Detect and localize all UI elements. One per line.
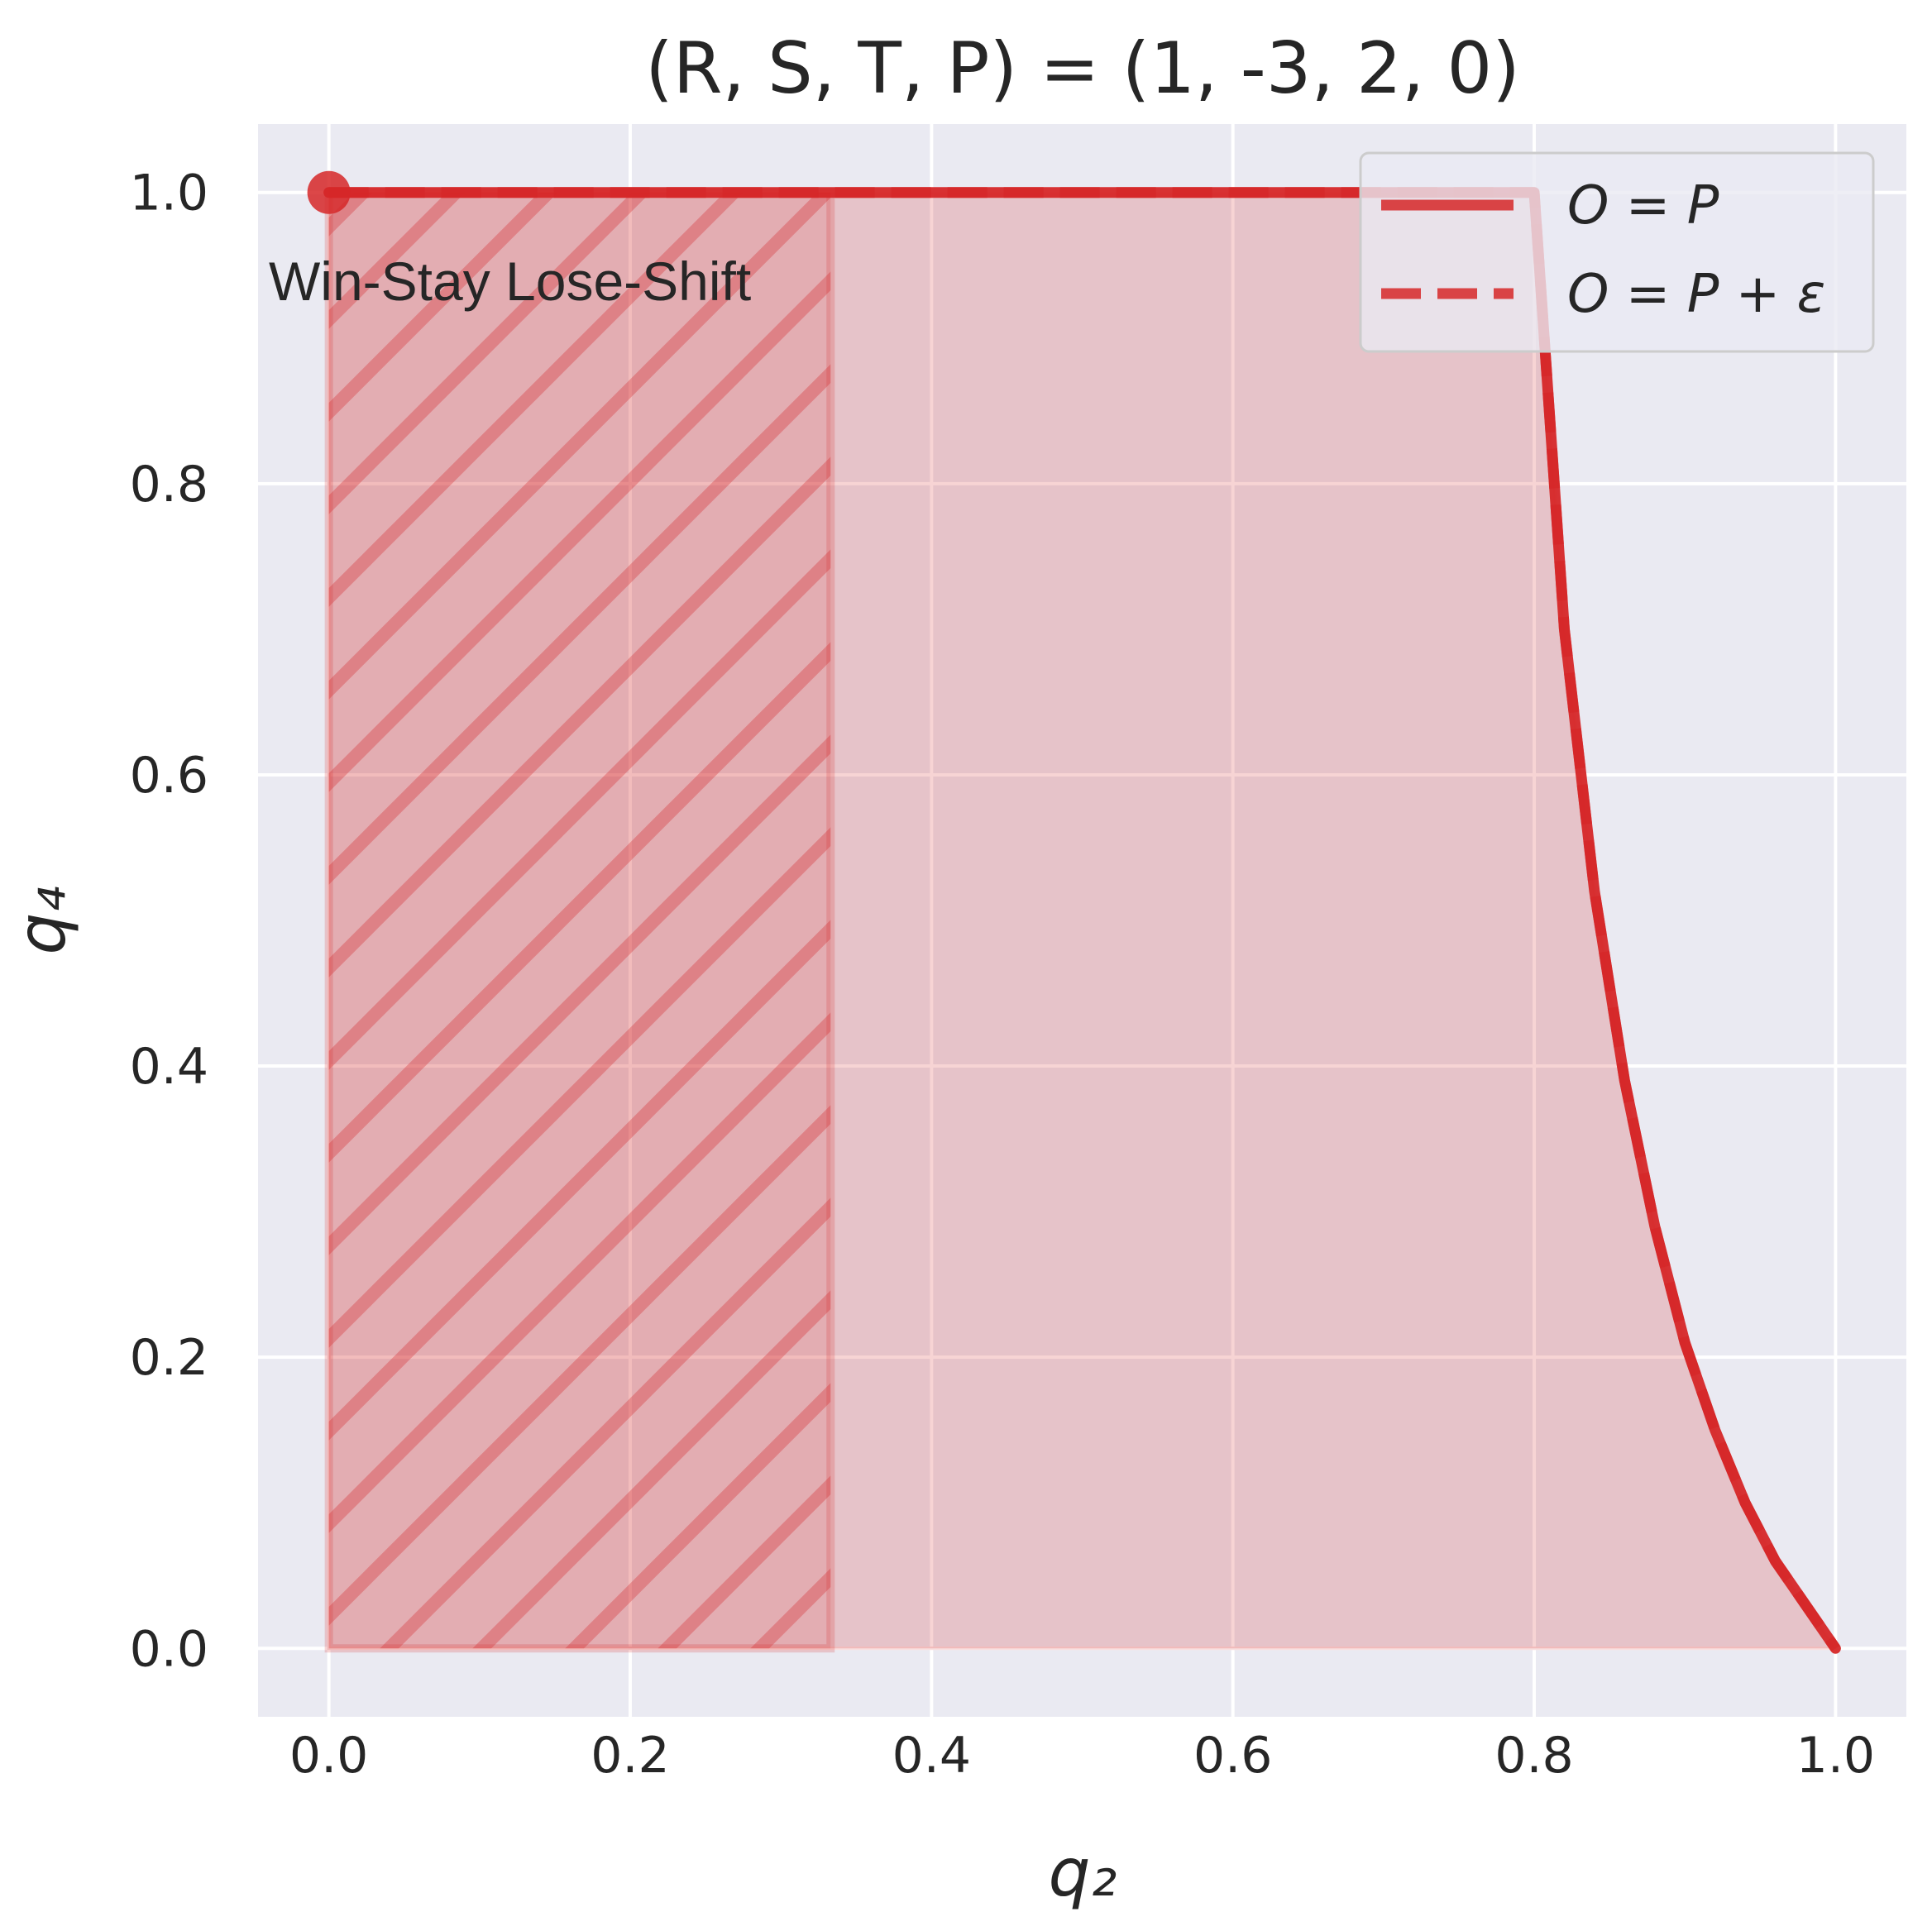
highlight-point: [307, 170, 351, 214]
x-tick-label-0: 0.0: [289, 1727, 368, 1785]
x-tick-labels: 0.0 0.2 0.4 0.6 0.8 1.0: [289, 1727, 1875, 1785]
y-tick-label-2: 0.4: [130, 1038, 208, 1096]
x-tick-label-4: 0.8: [1494, 1727, 1573, 1785]
y-tick-label-0: 0.0: [130, 1620, 208, 1678]
x-axis-label: q₂: [1049, 1834, 1117, 1911]
hatched-region-hatch: [328, 192, 831, 1649]
y-tick-label-1: 0.2: [130, 1329, 208, 1387]
series: [307, 170, 1841, 1654]
legend-label-dashed: O = P + ε: [1567, 264, 1825, 325]
x-tick-label-5: 1.0: [1796, 1727, 1875, 1785]
legend-label-solid: O = P: [1567, 175, 1719, 237]
y-axis-label: q₄: [3, 887, 80, 955]
y-tick-labels: 0.0 0.2 0.4 0.6 0.8 1.0: [130, 165, 208, 1679]
regions: [324, 188, 1839, 1653]
y-tick-label-4: 0.8: [130, 456, 208, 514]
chart-title: (R, S, T, P) = (1, -3, 2, 0): [645, 27, 1520, 110]
y-tick-label-3: 0.6: [130, 747, 208, 805]
x-tick-label-2: 0.4: [892, 1727, 971, 1785]
series-line-1: [328, 187, 1840, 1651]
y-tick-label-5: 1.0: [130, 165, 208, 222]
x-tick-label-1: 0.2: [591, 1727, 669, 1785]
x-tick-label-3: 0.6: [1193, 1727, 1272, 1785]
legend: O = P O = P + ε: [1359, 151, 1875, 353]
annotation-label: Win-Stay Lose-Shift: [269, 251, 751, 312]
